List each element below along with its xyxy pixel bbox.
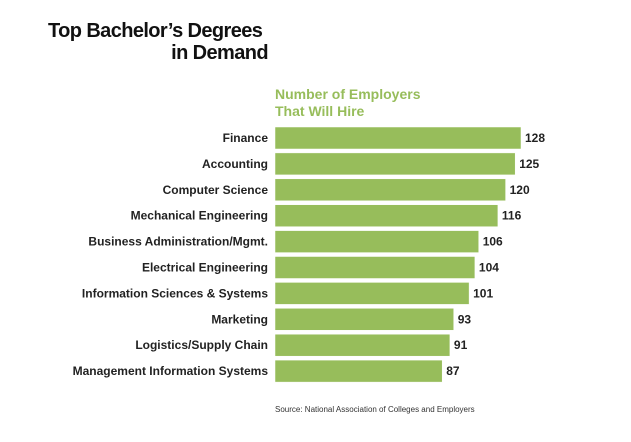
bar-9 [274,359,443,383]
bar-3 [274,204,499,227]
source-note: Source: National Association of Colleges… [275,405,475,414]
value-label-6: 101 [473,286,493,300]
bar-5 [274,256,476,279]
chart-title-line-2: in Demand [171,42,268,64]
value-label-7: 93 [458,312,472,326]
chart-title-line-1: Top Bachelor’s Degrees [48,20,263,42]
category-label-2: Computer Science [163,183,269,197]
category-label-1: Accounting [202,157,268,171]
category-label-8: Logistics/Supply Chain [135,338,268,352]
category-label-9: Management Information Systems [73,364,269,378]
bar-0 [274,126,522,150]
bar-8 [274,333,451,357]
value-label-4: 106 [483,235,503,249]
value-label-9: 87 [446,364,460,378]
bar-6 [274,282,470,305]
category-label-5: Electrical Engineering [142,261,268,275]
bar-7 [274,308,454,331]
chart-subtitle-line-2: That Will Hire [275,103,365,119]
bars-layer: Finance 128 Accounting 125 Computer Science 1… [73,126,545,383]
value-label-5: 104 [479,261,499,275]
value-label-2: 120 [510,183,530,197]
bar-1 [274,152,516,176]
category-label-6: Information Sciences & Systems [82,286,268,300]
value-label-8: 91 [454,338,468,352]
category-label-7: Marketing [211,312,268,326]
value-label-3: 116 [502,209,522,223]
category-label-3: Mechanical Engineering [131,209,268,223]
category-label-0: Finance [223,131,269,145]
value-label-1: 125 [519,157,539,171]
value-label-0: 128 [525,131,545,145]
bar-2 [274,178,506,202]
bar-4 [274,230,479,253]
chart-subtitle-line-1: Number of Employers [275,86,421,102]
category-label-4: Business Administration/Mgmt. [88,235,268,249]
